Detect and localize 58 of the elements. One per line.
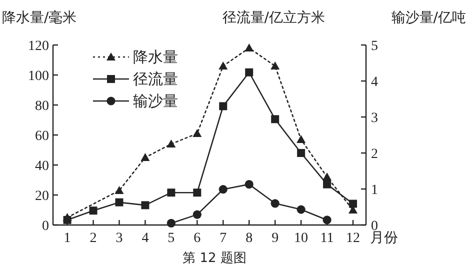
- point: [167, 188, 176, 197]
- point: [193, 188, 202, 197]
- y-tick-label: 100: [28, 69, 49, 84]
- y2label: 径流量/亿立方米: [222, 10, 325, 26]
- point: [89, 206, 98, 215]
- title: 第 12 题图: [182, 251, 246, 266]
- point: [140, 153, 150, 161]
- x-tick-label: 3: [116, 231, 123, 246]
- x-tick-label: 8: [246, 231, 253, 246]
- point: [114, 186, 124, 194]
- point: [219, 102, 228, 110]
- x-tick-label: 9: [272, 231, 279, 246]
- point: [270, 199, 280, 208]
- y2-tick-label: 2: [371, 147, 378, 162]
- y-tick-label: 120: [28, 39, 49, 54]
- y-tick-label: 0: [42, 219, 49, 234]
- point: [322, 172, 332, 180]
- legend-label: 径流量: [133, 70, 178, 88]
- legend-label: 降水量: [133, 48, 178, 66]
- point: [349, 200, 358, 208]
- point: [244, 180, 254, 189]
- x-tick-label: 12: [346, 231, 360, 246]
- point: [166, 140, 176, 148]
- y-tick-label: 20: [35, 189, 49, 204]
- point: [218, 185, 228, 194]
- x-tick-label: 1: [64, 231, 71, 246]
- x-tick-label: 2: [90, 231, 97, 246]
- point: [244, 44, 254, 52]
- point: [271, 115, 280, 124]
- point: [115, 198, 124, 206]
- point: [296, 205, 306, 214]
- point: [245, 68, 254, 76]
- x-tick-label: 6: [194, 231, 201, 246]
- x-tick-label: 5: [168, 231, 175, 246]
- legend-label: 输沙量: [133, 92, 178, 110]
- x-tick-label: 7: [220, 231, 227, 246]
- y-tick-label: 60: [35, 129, 49, 144]
- x-tick-label: 11: [320, 231, 334, 246]
- point: [296, 135, 306, 143]
- y2-tick-label: 5: [371, 39, 378, 54]
- point: [166, 218, 176, 228]
- x-tick-label: 4: [142, 231, 149, 246]
- point: [218, 62, 228, 70]
- ylabel: 降水量/毫米: [2, 10, 77, 26]
- point: [323, 180, 332, 188]
- annotation: 输沙量/亿吨: [391, 10, 466, 26]
- y2-tick-label: 1: [371, 183, 378, 198]
- x-tick-label: 10: [294, 231, 308, 246]
- y2-tick-label: 3: [371, 111, 378, 126]
- point: [141, 201, 150, 210]
- point: [62, 213, 72, 221]
- y2-tick-label: 4: [371, 75, 378, 90]
- point: [192, 129, 202, 137]
- y-tick-label: 40: [35, 159, 49, 174]
- point: [192, 210, 202, 219]
- y-tick-label: 80: [35, 99, 49, 114]
- point: [297, 149, 306, 157]
- point: [270, 62, 280, 70]
